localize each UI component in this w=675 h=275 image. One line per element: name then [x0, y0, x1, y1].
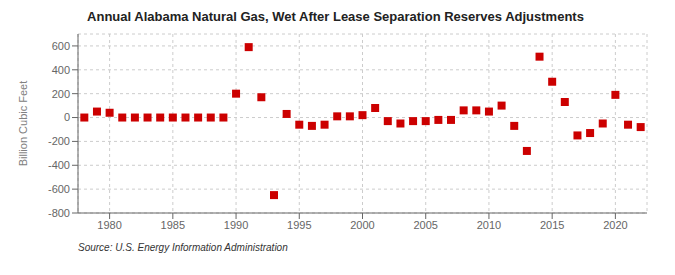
svg-text:2005: 2005 [413, 219, 437, 231]
svg-text:1985: 1985 [161, 219, 185, 231]
svg-text:200: 200 [52, 88, 70, 100]
svg-text:-200: -200 [48, 135, 70, 147]
svg-text:1990: 1990 [224, 219, 248, 231]
svg-text:-800: -800 [48, 207, 70, 219]
svg-text:-400: -400 [48, 159, 70, 171]
svg-text:600: 600 [52, 40, 70, 52]
svg-text:1980: 1980 [97, 219, 121, 231]
html-text:Annual Alabama Natural Gas, We: Annual Alabama Natural Gas, Wet After Le… [87, 9, 584, 24]
svg-text:2010: 2010 [477, 219, 501, 231]
svg-text:2015: 2015 [540, 219, 564, 231]
svg-text:Billion Cubic Feet: Billion Cubic Feet [17, 81, 29, 167]
svg-text:2020: 2020 [603, 219, 627, 231]
svg-text:0: 0 [64, 111, 70, 123]
svg-text:2000: 2000 [350, 219, 374, 231]
svg-text:-600: -600 [48, 183, 70, 195]
svg-text:400: 400 [52, 64, 70, 76]
svg-text:1995: 1995 [287, 219, 311, 231]
html-text:Source: U.S. Energy Informatio: Source: U.S. Energy Information Administ… [78, 242, 288, 253]
